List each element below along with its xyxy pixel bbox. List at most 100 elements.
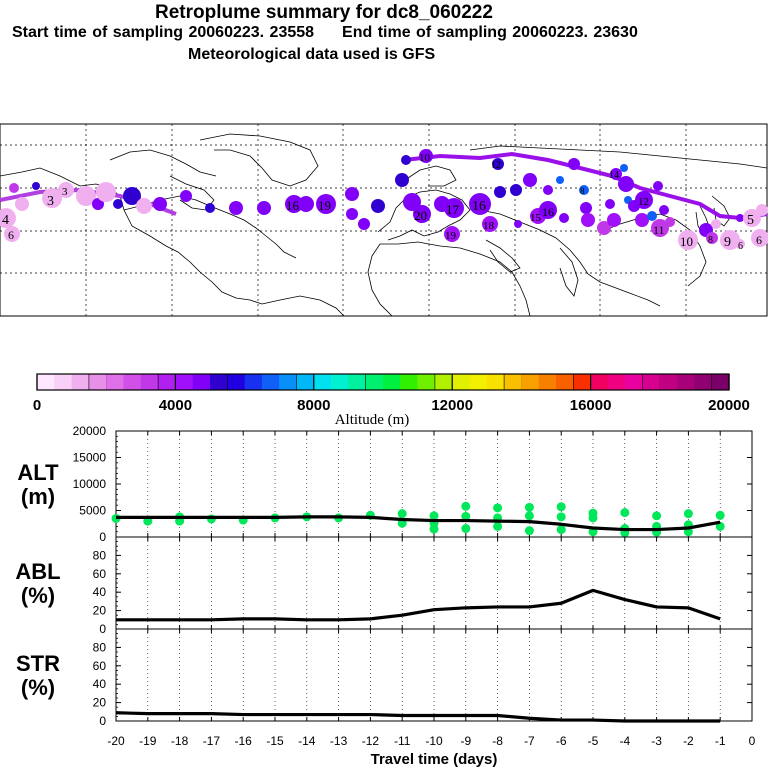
particle-marker <box>543 185 553 195</box>
colorbar-cell <box>538 374 557 390</box>
particle-marker <box>659 205 669 215</box>
x-tick-label: -15 <box>266 734 284 748</box>
particle-marker <box>285 195 303 213</box>
particle-marker <box>706 232 718 244</box>
coastlines <box>0 133 768 317</box>
plume-particles: 4 6 3 3 16 19 <box>0 149 768 252</box>
particle-marker <box>76 186 96 206</box>
particle-marker <box>581 213 595 227</box>
particle-day-label: 9 <box>724 235 731 250</box>
panel-frame <box>115 628 753 722</box>
colorbar-cell <box>279 374 297 390</box>
particle-marker <box>4 226 20 242</box>
colorbar-cell <box>694 374 712 390</box>
y-tick-label: 60 <box>93 659 107 673</box>
particle-marker <box>136 198 152 214</box>
scatter-point <box>556 525 566 535</box>
particle-marker <box>96 182 116 202</box>
particle-day-label: 6 <box>738 241 743 252</box>
particle-marker <box>711 219 721 229</box>
y-tick-label: 40 <box>93 585 107 599</box>
panel-ylabel-top: STR <box>16 651 60 676</box>
particle-marker <box>735 239 745 249</box>
x-tick-label: -11 <box>394 734 411 748</box>
particle-marker <box>9 183 19 193</box>
particle-marker <box>346 208 358 220</box>
scatter-point <box>683 509 693 519</box>
panel-ylabel-bottom: (%) <box>21 675 55 700</box>
y-tick-label: 0 <box>99 622 106 636</box>
colorbar-cell <box>54 374 72 390</box>
x-tick-label: -7 <box>524 734 535 748</box>
colorbar-cell <box>106 374 124 390</box>
colorbar-cell <box>365 373 384 391</box>
particle-day-label: 19 <box>318 198 331 213</box>
particle-marker <box>736 214 744 222</box>
particle-day-label: 5 <box>747 213 754 228</box>
particle-day-label: 10 <box>680 234 693 249</box>
y-tick-label: 0 <box>99 714 106 728</box>
particle-day-label: 8 <box>580 186 585 196</box>
x-axis: -20 -19 -18 -17 -16 -15 -14 -13 -12 -11 -10 -9 -8 -7-… <box>107 734 755 768</box>
scatter-point <box>524 526 534 536</box>
colorbar-cell <box>417 374 436 390</box>
colorbar-cell <box>642 373 661 391</box>
colorbar-cell <box>469 374 488 390</box>
y-tick-label: 0 <box>99 530 106 544</box>
particle-marker <box>419 149 433 163</box>
colorbar-cell <box>313 374 332 390</box>
particle-marker <box>580 202 592 214</box>
colorbar-cell <box>71 374 90 390</box>
x-tick-label: 0 <box>749 734 756 748</box>
colorbar-cell <box>452 374 470 390</box>
colorbar-cell <box>503 373 523 391</box>
particle-day-label: 18 <box>483 220 495 232</box>
particle-marker <box>403 193 421 211</box>
coast-south-america <box>261 295 345 317</box>
particle-day-label: 15 <box>530 212 542 224</box>
particle-marker <box>678 230 698 250</box>
particle-marker <box>618 176 634 192</box>
x-tick-label: -3 <box>651 734 662 748</box>
particle-marker <box>635 213 649 227</box>
x-tick-label: -10 <box>425 734 443 748</box>
scatter-point <box>461 511 471 521</box>
altitude-colorbar: 0 4000 8000 12000 16000 20000 Altitude (m) <box>33 373 750 428</box>
colorbar-tick-label: 20000 <box>708 397 750 414</box>
colorbar-cell <box>331 374 349 390</box>
particle-day-label: 17 <box>446 202 460 217</box>
x-tick-label: -17 <box>203 734 221 748</box>
particle-day-label: 6 <box>8 228 14 242</box>
scatter-point <box>556 502 566 512</box>
y-tick-label: 80 <box>93 640 107 654</box>
particle-marker <box>523 173 537 187</box>
y-tick-label: 40 <box>93 677 107 691</box>
particle-day-label: 16 <box>542 205 554 219</box>
x-tick-label: -14 <box>298 734 316 748</box>
particle-marker <box>205 203 215 213</box>
particle-marker <box>556 176 564 184</box>
colorbar-cell <box>590 374 609 390</box>
particle-marker <box>568 158 580 170</box>
particle-marker <box>620 164 628 172</box>
particle-day-label: 10 <box>419 152 431 164</box>
scatter-point <box>620 508 630 518</box>
y-tick-label: 20000 <box>73 424 107 438</box>
scatter-point <box>524 502 534 512</box>
colorbar-cell <box>123 374 142 390</box>
coast-europe <box>377 165 471 241</box>
scatter-point <box>493 521 503 531</box>
particle-marker <box>579 185 589 195</box>
particle-marker <box>153 197 167 211</box>
colorbar-cell <box>296 373 315 391</box>
particle-marker <box>15 197 29 211</box>
particle-marker <box>42 188 62 208</box>
particle-marker <box>635 191 653 209</box>
particle-marker <box>559 213 569 223</box>
colorbar-cell <box>192 374 211 390</box>
particle-day-label: 19 <box>445 230 457 242</box>
coast-arctic-greenland <box>109 133 319 187</box>
start-time-text: Start time of sampling 20060223. 23558 <box>12 24 315 41</box>
particle-day-label: 6 <box>756 233 762 247</box>
colorbar-cells <box>37 373 730 391</box>
